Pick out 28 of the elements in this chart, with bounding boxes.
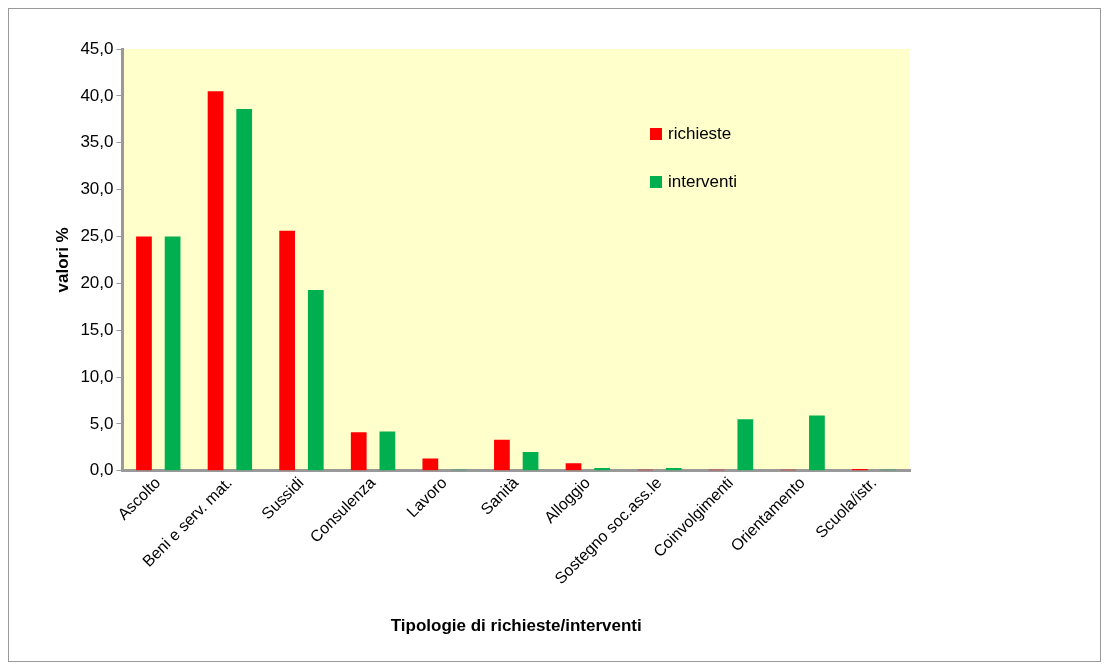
legend-label: richieste bbox=[668, 123, 732, 143]
bar bbox=[809, 415, 825, 471]
bar bbox=[236, 108, 253, 471]
y-tick-label: 10,0 bbox=[80, 366, 114, 386]
y-tick-label: 15,0 bbox=[80, 319, 114, 339]
bar bbox=[422, 458, 439, 471]
bar bbox=[565, 463, 582, 471]
legend-label: interventi bbox=[668, 171, 737, 191]
y-tick-label: 20,0 bbox=[80, 273, 114, 292]
bar bbox=[307, 289, 324, 471]
x-axis-title: Tipologie di richieste/interventi bbox=[390, 616, 642, 636]
bar bbox=[379, 431, 396, 471]
y-tick-label: 25,0 bbox=[80, 226, 114, 246]
y-tick-label: 40,0 bbox=[80, 85, 114, 105]
bar bbox=[494, 439, 510, 471]
bar bbox=[522, 452, 539, 471]
y-tick-label: 45,0 bbox=[80, 38, 114, 58]
bar bbox=[136, 236, 152, 471]
y-tick-label: 30,0 bbox=[80, 179, 114, 199]
y-axis-title: valori % bbox=[52, 227, 72, 293]
y-tick-label: 35,0 bbox=[80, 132, 114, 152]
bar bbox=[350, 432, 367, 471]
y-tick-label: 5,0 bbox=[89, 413, 114, 433]
bar bbox=[737, 419, 754, 471]
y-tick-label: 0,0 bbox=[89, 460, 114, 480]
bar bbox=[164, 236, 181, 471]
bar bbox=[207, 91, 224, 471]
bar bbox=[279, 230, 296, 471]
